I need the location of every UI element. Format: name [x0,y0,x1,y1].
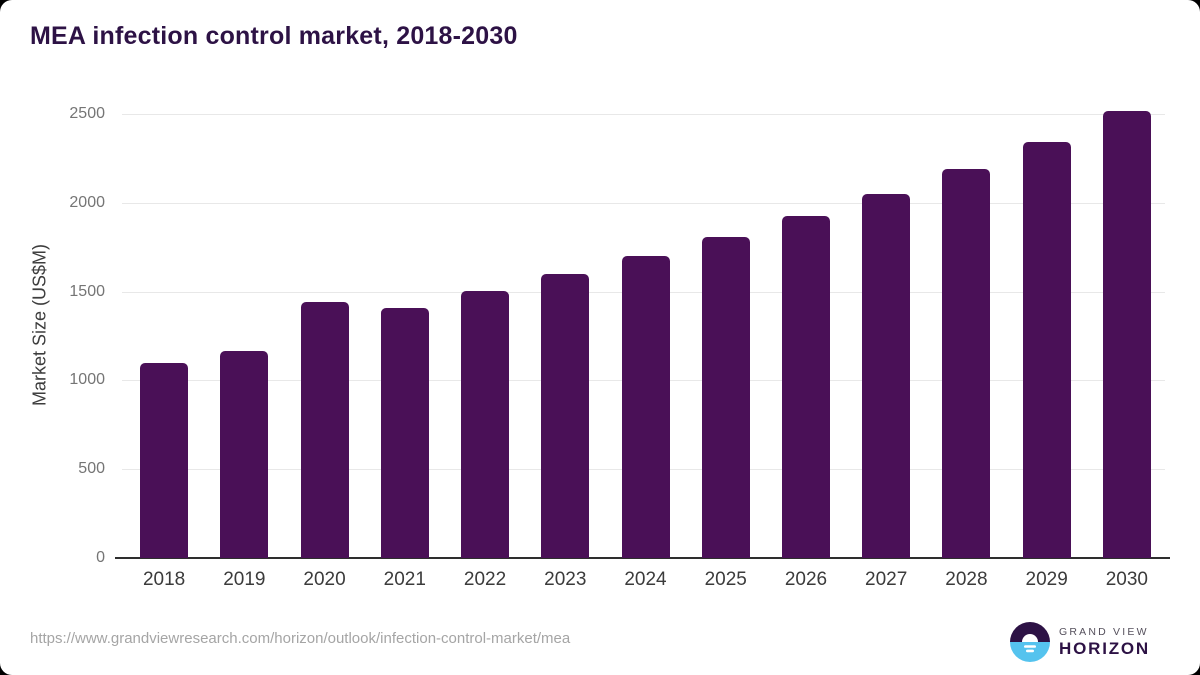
logo-text: GRAND VIEW HORIZON [1059,626,1150,658]
x-tick-label-2024: 2024 [624,569,667,590]
y-tick-label-1500: 1500 [69,282,105,300]
source-url: https://www.grandviewresearch.com/horizo… [30,630,571,647]
bar-2018 [140,362,189,558]
gridline-2000 [122,202,1165,204]
x-tick-label-2030: 2030 [1105,569,1149,590]
bar-2030 [1102,111,1151,558]
x-tick-label-2023: 2023 [544,569,587,590]
y-tick-label-500: 500 [78,460,105,478]
bar-2023 [541,273,590,558]
x-tick-label-2021: 2021 [383,569,426,590]
y-tick-label-0: 0 [96,549,105,566]
logo-grand-view-text: GRAND VIEW [1059,626,1149,638]
x-tick-label-2029: 2029 [1025,569,1068,590]
bar-2021 [380,307,429,558]
bar-2019 [220,351,269,558]
x-tick-label-2027: 2027 [865,569,908,590]
bar-2020 [300,302,349,558]
grand-view-horizon-logo: GRAND VIEW HORIZON [1010,622,1150,662]
logo-horizon-text: HORIZON [1059,639,1150,658]
x-tick-label-2019: 2019 [223,569,266,590]
chart-title: MEA infection control market, 2018-2030 [30,22,518,50]
bar-2027 [862,193,911,558]
x-tick-label-2026: 2026 [784,569,828,590]
x-tick-label-2022: 2022 [463,569,507,590]
x-axis-line [115,557,1170,559]
y-tick-label-2500: 2500 [69,105,105,122]
bar-2025 [701,237,750,558]
horizon-sunrise-icon [1010,622,1051,662]
y-tick-label-1000: 1000 [69,371,105,389]
y-tick-label-2000: 2000 [69,193,105,211]
bar-2028 [942,169,991,558]
x-tick-label-2018: 2018 [142,569,186,590]
x-tick-label-2028: 2028 [945,569,988,590]
x-tick-label-2020: 2020 [303,569,346,590]
chart-plot-area [115,100,1170,559]
bar-2024 [621,256,670,558]
bar-2026 [781,216,830,558]
bar-2029 [1022,141,1071,558]
gridline-2500 [122,114,1165,115]
bar-2022 [461,290,510,558]
x-tick-label-2025: 2025 [704,569,747,590]
